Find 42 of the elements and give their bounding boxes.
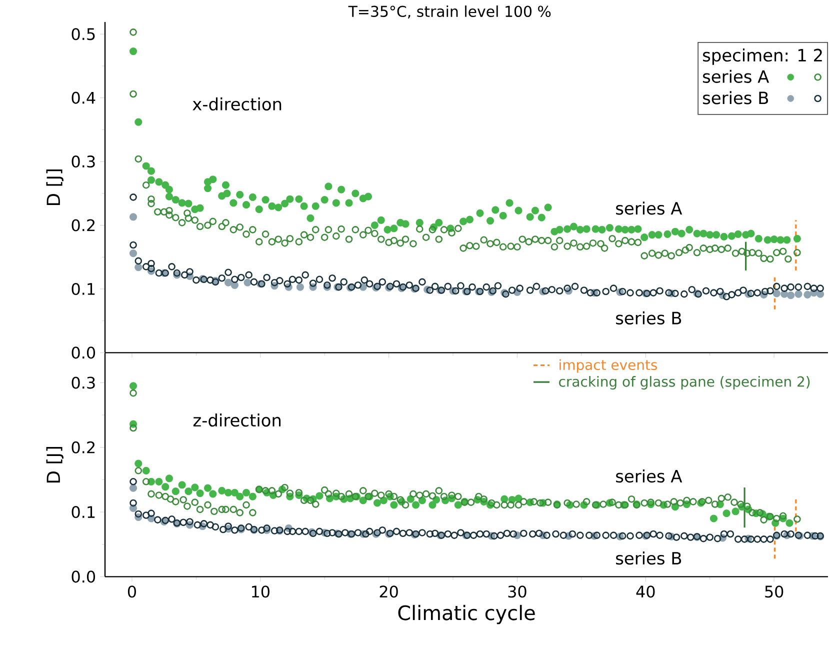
- legend-label: series A: [702, 70, 770, 83]
- y-tick-label: 0.4: [72, 92, 96, 104]
- y-axis-title: D [J]: [46, 170, 64, 205]
- x-tick-label: 50: [765, 586, 784, 598]
- y-tick-label: 0.3: [72, 156, 95, 168]
- y-tick-label: 0.1: [72, 506, 95, 518]
- point: [786, 292, 795, 300]
- point: [129, 249, 138, 258]
- point: [134, 264, 142, 272]
- annotation: series B: [616, 552, 682, 565]
- legend-label: series B: [702, 91, 768, 104]
- annotation: series B: [616, 311, 682, 325]
- x-tick-label: 20: [380, 586, 398, 598]
- annotation: z-direction: [193, 414, 281, 427]
- y-axis-title: D [J]: [46, 447, 64, 482]
- point: [772, 290, 780, 298]
- legend-title: specimen: 1 2: [702, 48, 822, 65]
- point: [296, 283, 304, 291]
- y-tick-label: 0.2: [72, 441, 94, 454]
- annotation: series A: [616, 469, 682, 483]
- x-tick-label: 40: [636, 586, 655, 598]
- y-tick-label: 0.3: [72, 376, 95, 389]
- y-tick-label: 0.1: [72, 282, 95, 295]
- y-tick-label: 0.0: [72, 570, 96, 583]
- annotation: x-direction: [192, 97, 282, 111]
- point: [794, 290, 802, 298]
- legend-label: cracking of glass pane (specimen 2): [559, 376, 810, 390]
- y-tick-label: 0.2: [72, 219, 94, 232]
- y-tick-label: 0.0: [72, 346, 96, 359]
- x-tick-label: 10: [252, 586, 270, 598]
- x-axis-title: Climatic cycle: [398, 604, 535, 624]
- point: [224, 278, 232, 286]
- y-tick-label: 0.5: [72, 28, 95, 40]
- point: [244, 278, 252, 286]
- legend-label: impact events: [560, 359, 658, 373]
- x-tick-label: 0: [128, 586, 136, 598]
- point: [804, 290, 812, 298]
- chart-title: T=35°C, strain level 100 %: [348, 5, 551, 19]
- point: [129, 213, 138, 221]
- x-tick-label: 30: [508, 586, 526, 598]
- annotation: series A: [616, 202, 682, 215]
- point: [129, 484, 138, 492]
